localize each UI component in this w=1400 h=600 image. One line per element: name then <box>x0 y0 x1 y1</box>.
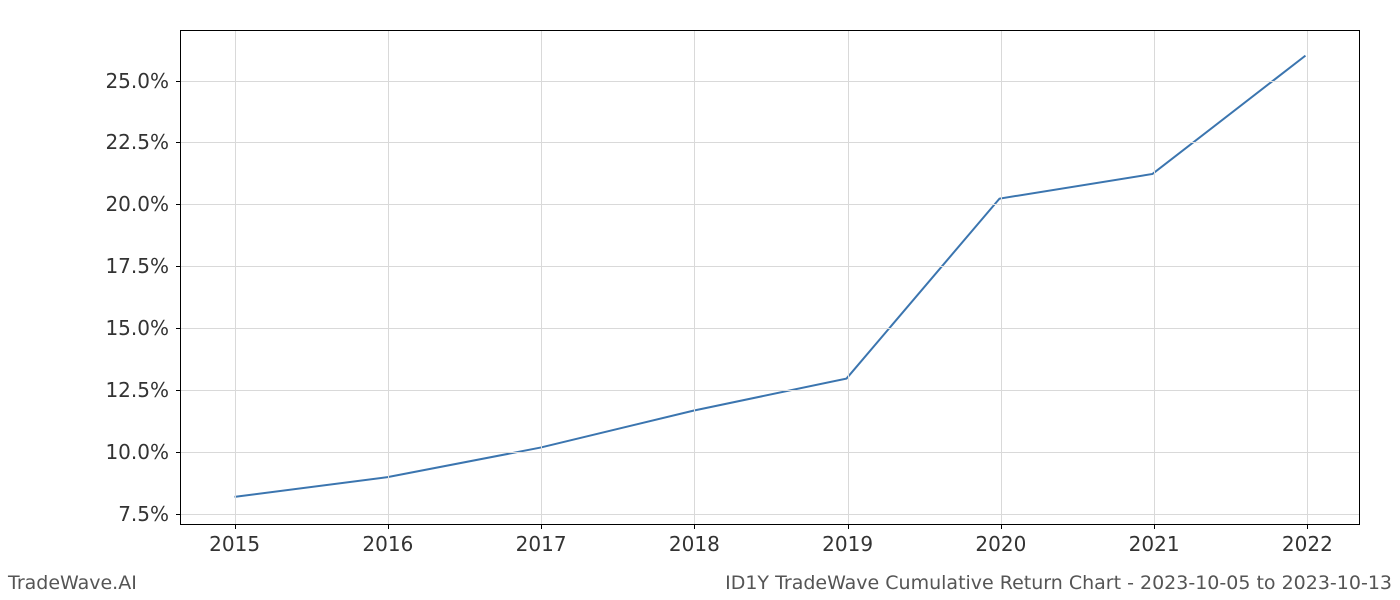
grid-line-horizontal <box>181 204 1359 205</box>
y-tick-mark <box>176 204 181 205</box>
grid-line-horizontal <box>181 514 1359 515</box>
x-tick-label: 2019 <box>822 532 873 556</box>
grid-line-vertical <box>1307 31 1308 524</box>
grid-line-horizontal <box>181 81 1359 82</box>
grid-line-vertical <box>235 31 236 524</box>
y-tick-mark <box>176 142 181 143</box>
y-tick-mark <box>176 452 181 453</box>
x-tick-mark <box>235 524 236 529</box>
y-tick-mark <box>176 390 181 391</box>
x-tick-mark <box>388 524 389 529</box>
chart-container: 201520162017201820192020202120227.5%10.0… <box>180 30 1360 525</box>
grid-line-vertical <box>1001 31 1002 524</box>
y-tick-mark <box>176 266 181 267</box>
x-tick-mark <box>694 524 695 529</box>
x-tick-label: 2018 <box>669 532 720 556</box>
x-tick-mark <box>1001 524 1002 529</box>
y-tick-label: 20.0% <box>105 192 169 216</box>
y-tick-label: 17.5% <box>105 254 169 278</box>
grid-line-horizontal <box>181 390 1359 391</box>
grid-line-vertical <box>1154 31 1155 524</box>
y-tick-label: 7.5% <box>118 502 169 526</box>
y-tick-mark <box>176 81 181 82</box>
x-tick-label: 2022 <box>1282 532 1333 556</box>
footer-left-text: TradeWave.AI <box>8 572 137 594</box>
x-tick-label: 2015 <box>209 532 260 556</box>
grid-line-vertical <box>848 31 849 524</box>
y-tick-label: 10.0% <box>105 440 169 464</box>
x-tick-label: 2021 <box>1129 532 1180 556</box>
grid-line-vertical <box>541 31 542 524</box>
x-tick-label: 2020 <box>975 532 1026 556</box>
x-tick-mark <box>1307 524 1308 529</box>
x-tick-label: 2017 <box>516 532 567 556</box>
grid-line-horizontal <box>181 266 1359 267</box>
grid-line-horizontal <box>181 328 1359 329</box>
y-tick-label: 15.0% <box>105 316 169 340</box>
x-tick-mark <box>541 524 542 529</box>
grid-line-vertical <box>694 31 695 524</box>
plot-area: 201520162017201820192020202120227.5%10.0… <box>180 30 1360 525</box>
grid-line-vertical <box>388 31 389 524</box>
x-tick-mark <box>848 524 849 529</box>
y-tick-mark <box>176 328 181 329</box>
footer-right-text: ID1Y TradeWave Cumulative Return Chart -… <box>725 572 1392 594</box>
x-tick-mark <box>1154 524 1155 529</box>
grid-line-horizontal <box>181 142 1359 143</box>
x-tick-label: 2016 <box>362 532 413 556</box>
line-chart-svg <box>181 31 1359 524</box>
data-line <box>235 56 1306 497</box>
y-tick-mark <box>176 514 181 515</box>
y-tick-label: 12.5% <box>105 378 169 402</box>
y-tick-label: 22.5% <box>105 130 169 154</box>
y-tick-label: 25.0% <box>105 69 169 93</box>
grid-line-horizontal <box>181 452 1359 453</box>
